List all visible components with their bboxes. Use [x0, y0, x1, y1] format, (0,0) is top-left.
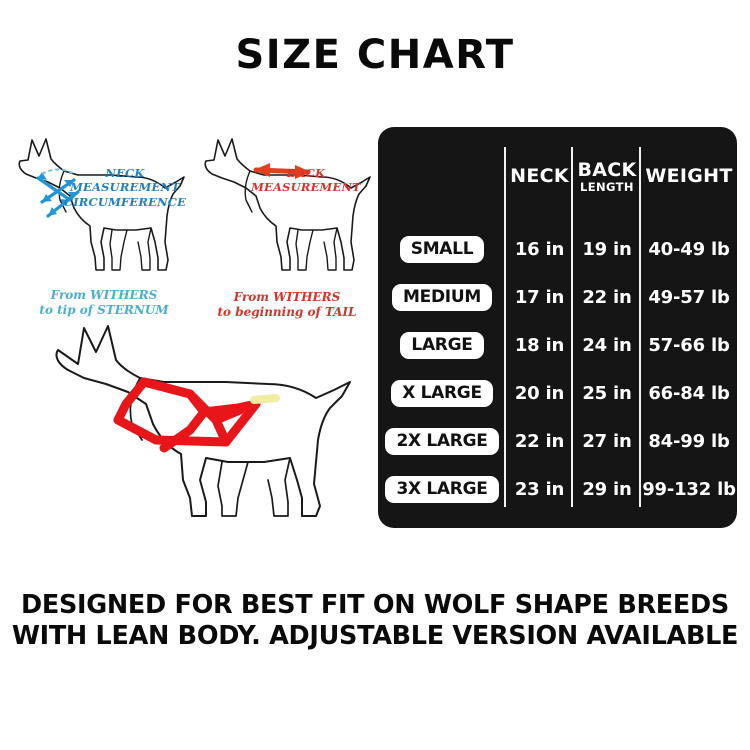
table-row: 3X LARGE 23 in 29 in 99-132 lb [378, 465, 737, 513]
header-cell-back: BACK LENGTH [573, 160, 641, 194]
header-cell-weight: WEIGHT [645, 165, 733, 187]
size-badge-cell: X LARGE [378, 379, 506, 407]
footer-caption: DESIGNED FOR BEST FIT ON WOLF SHAPE BREE… [11, 590, 739, 652]
weight-value: 66-84 lb [648, 382, 730, 404]
measurement-diagrams: NECK MEASUREMENT CIRCUMFERENCE From WITH… [0, 120, 376, 540]
column-divider-2 [571, 147, 573, 507]
table-row: X LARGE 20 in 25 in 66-84 lb [378, 369, 737, 417]
neck-value: 20 in [514, 382, 565, 404]
back-value: 29 in [582, 478, 632, 500]
back-measurement-diagram: BACK MEASUREMENT From WITHERS to beginni… [196, 130, 376, 350]
neck-measurement-label: NECK MEASUREMENT CIRCUMFERENCE [63, 166, 187, 209]
dog-harness-icon [55, 325, 351, 517]
dog-harness-diagram [40, 320, 360, 520]
dog-neck-measure-icon [18, 138, 185, 271]
table-row: MEDIUM 17 in 22 in 49-57 lb [378, 273, 737, 321]
dog-back-measure-icon [204, 138, 371, 271]
back-value: 27 in [582, 430, 632, 452]
table-row: SMALL 16 in 19 in 40-49 lb [378, 225, 737, 273]
header-cell-neck: NECK [510, 165, 569, 187]
size-badge-cell: LARGE [378, 331, 506, 359]
table-row: 2X LARGE 22 in 27 in 84-99 lb [378, 417, 737, 465]
weight-value: 49-57 lb [648, 286, 730, 308]
size-badge-cell: 3X LARGE [378, 475, 506, 503]
neck-value: 23 in [514, 478, 565, 500]
neck-value: 18 in [514, 334, 565, 356]
page-title: SIZE CHART [235, 32, 515, 78]
status-badge: MEDIUM [392, 283, 492, 311]
weight-value: 57-66 lb [648, 334, 730, 356]
weight-value: 99-132 lb [642, 478, 736, 500]
back-value: 25 in [582, 382, 632, 404]
back-value: 22 in [582, 286, 632, 308]
size-badge-cell: 2X LARGE [378, 427, 506, 455]
weight-value: 40-49 lb [648, 238, 730, 260]
size-table: NECK BACK LENGTH WEIGHT SMALL 16 in 19 i… [378, 127, 737, 528]
back-measurement-label: BACK MEASUREMENT [251, 166, 361, 195]
status-badge: X LARGE [391, 379, 493, 407]
column-divider-1 [504, 147, 506, 507]
table-header-row: NECK BACK LENGTH WEIGHT [378, 153, 737, 201]
neck-measurement-sublabel: From WITHERS to tip of STERNUM [39, 288, 169, 317]
back-value: 19 in [582, 238, 632, 260]
neck-value: 17 in [514, 286, 565, 308]
status-badge: 2X LARGE [385, 427, 499, 455]
back-measurement-sublabel: From WITHERS to beginning of TAIL [217, 290, 357, 319]
neck-measurement-diagram: NECK MEASUREMENT CIRCUMFERENCE From WITH… [8, 130, 198, 350]
neck-value: 16 in [514, 238, 565, 260]
table-row: LARGE 18 in 24 in 57-66 lb [378, 321, 737, 369]
status-badge: 3X LARGE [385, 475, 499, 503]
size-badge-cell: MEDIUM [378, 283, 506, 311]
weight-value: 84-99 lb [648, 430, 730, 452]
header-cell-back-sub: LENGTH [580, 179, 634, 194]
back-value: 24 in [582, 334, 632, 356]
size-badge-cell: SMALL [378, 235, 506, 263]
status-badge: LARGE [400, 331, 484, 359]
status-badge: SMALL [399, 235, 485, 263]
column-divider-3 [639, 147, 641, 507]
size-table-panel: NECK BACK LENGTH WEIGHT SMALL 16 in 19 i… [378, 127, 737, 528]
neck-value: 22 in [514, 430, 565, 452]
